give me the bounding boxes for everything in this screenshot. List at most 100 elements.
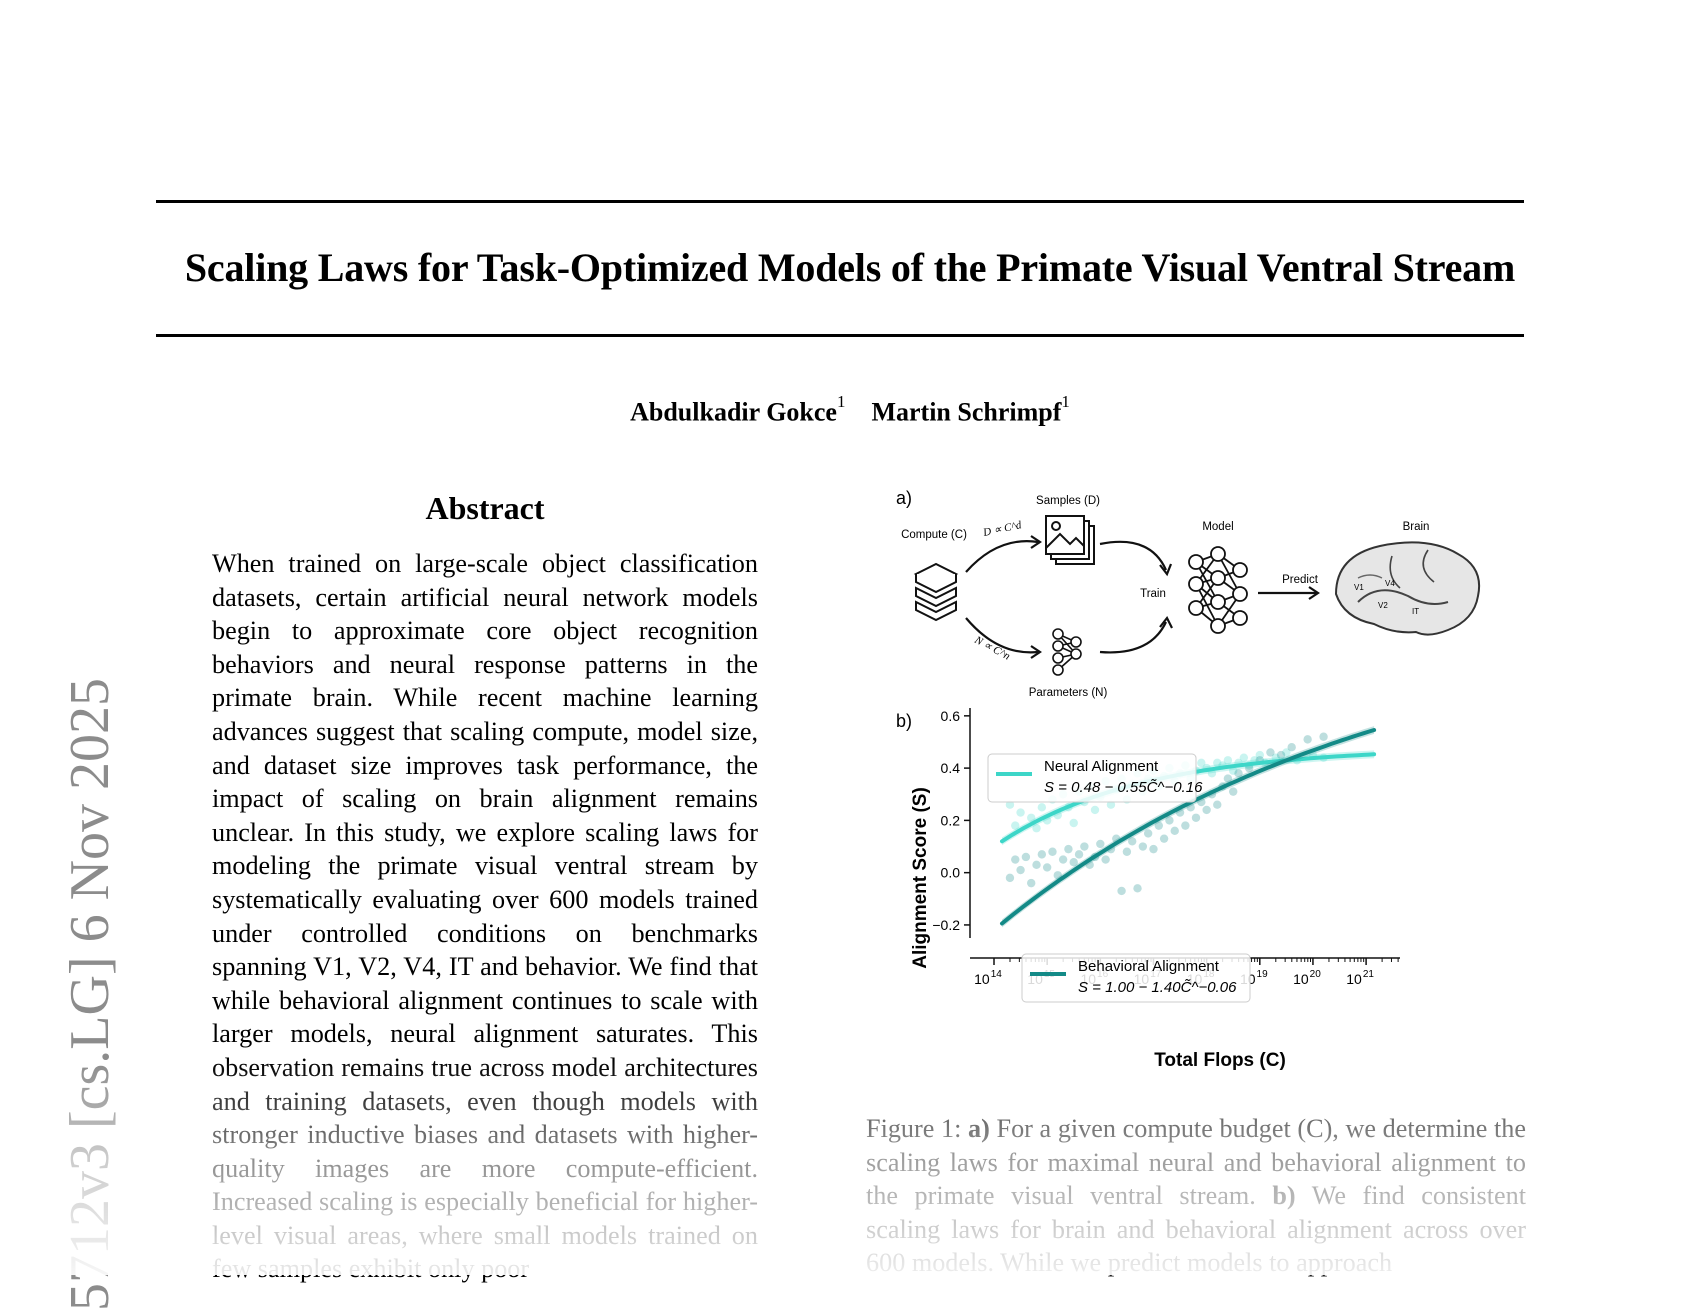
- x-tick-exponent: 21: [1363, 969, 1375, 980]
- behavioral-point: [1074, 850, 1084, 859]
- author-name: Abdulkadir Gokce: [630, 397, 837, 427]
- legend-behavioral-name: Behavioral Alignment: [1078, 958, 1220, 975]
- author-affiliation: 1: [836, 392, 846, 411]
- panel-label-a: a): [896, 488, 912, 508]
- abstract-text: When trained on large-scale object class…: [212, 549, 758, 1284]
- neural-network-icon: [1188, 546, 1248, 634]
- behavioral-point: [1021, 852, 1031, 862]
- behavioral-point: [1128, 837, 1137, 846]
- behavioral-point: [1213, 800, 1222, 809]
- params-label: Parameters (N): [1029, 687, 1108, 699]
- neural-point: [1282, 748, 1291, 757]
- behavioral-point: [1048, 847, 1057, 856]
- behavioral-point: [1069, 858, 1078, 867]
- behavioral-point: [1080, 842, 1089, 851]
- behavioral-point: [1096, 839, 1105, 849]
- y-tick-label: 0.4: [941, 760, 961, 776]
- behavioral-point: [1064, 844, 1073, 854]
- brain-area-it: IT: [1412, 607, 1419, 616]
- predict-label: Predict: [1282, 574, 1319, 586]
- neural-point: [1032, 824, 1041, 833]
- behavioral-point: [1101, 855, 1110, 864]
- behavioral-point: [1005, 873, 1015, 883]
- behavioral-point: [1202, 805, 1211, 815]
- neural-point: [1229, 766, 1238, 775]
- x-tick-label: 1020: [1293, 969, 1321, 987]
- neural-point: [1239, 753, 1249, 762]
- abstract-heading: Abstract: [425, 490, 545, 526]
- legend-neural-formula: S = 0.48 − 0.55C̃^−0.16: [1044, 779, 1203, 796]
- paper-title: Scaling Laws for Task-Optimized Models o…: [184, 245, 1516, 290]
- model-label: Model: [1202, 521, 1233, 533]
- caption-prefix: Figure 1:: [866, 1114, 969, 1143]
- behavioral-point: [1122, 847, 1132, 856]
- chart-axes: −0.20.00.20.40.6101410151016101710181019…: [932, 708, 1400, 987]
- arxiv-stamp: 5712v3 [cs.LG] 6 Nov 2025: [59, 677, 121, 1311]
- neural-point: [1069, 818, 1078, 828]
- behavioral-point: [1154, 821, 1163, 830]
- behavioral-point: [1032, 860, 1041, 870]
- behavioral-point: [1011, 855, 1020, 864]
- behavioral-point: [1223, 774, 1233, 783]
- behavioral-point: [1058, 855, 1068, 864]
- legend-behavioral: Behavioral Alignment S = 1.00 − 1.40C̃^−…: [1021, 953, 1251, 1003]
- behavioral-point: [1042, 863, 1052, 872]
- y-tick-label: −0.2: [932, 917, 960, 933]
- legend-behavioral-formula: S = 1.00 − 1.40C̃^−0.06: [1078, 979, 1237, 996]
- title-rule-bottom: [156, 334, 1524, 337]
- train-label: Train: [1140, 588, 1166, 600]
- behavioral-point: [1191, 813, 1201, 822]
- x-tick-exponent: 14: [991, 969, 1003, 980]
- behavioral-fit-line: [1000, 728, 1377, 926]
- behavioral-point: [1266, 748, 1275, 757]
- legend-neural: Neural Alignment S = 0.48 − 0.55C̃^−0.16: [987, 753, 1203, 803]
- behavioral-point: [1229, 787, 1238, 796]
- compute-label: Compute (C): [901, 529, 967, 541]
- behavioral-point: [1138, 842, 1148, 851]
- behavioral-point: [1133, 884, 1142, 893]
- behavioral-point: [1117, 886, 1126, 896]
- behavioral-point: [1149, 844, 1158, 854]
- y-tick-label: 0.0: [941, 865, 961, 881]
- panel-label-b: b): [896, 711, 912, 731]
- behavioral-point: [1165, 816, 1174, 825]
- y-axis-label: Alignment Score (S): [910, 787, 931, 969]
- author-name: Martin Schrimpf: [871, 397, 1062, 427]
- behavioral-point: [1143, 829, 1153, 838]
- neural-point: [1027, 813, 1036, 822]
- behavioral-point: [1303, 735, 1312, 744]
- y-tick-label: 0.6: [941, 708, 961, 724]
- server-stack-icon: [913, 562, 959, 622]
- brain-area-v2: V2: [1378, 601, 1388, 610]
- neural-point: [1106, 800, 1116, 809]
- behavioral-point: [1276, 750, 1286, 760]
- figure-1b-scaling-chart: b) −0.20.00.20.40.6101410151016101710181…: [896, 708, 1400, 1071]
- behavioral-point: [1181, 821, 1190, 830]
- x-tick-label: 1014: [974, 969, 1002, 987]
- x-tick-exponent: 19: [1257, 969, 1269, 980]
- neural-point: [1016, 808, 1025, 817]
- figure-caption: Figure 1: a) For a given compute budget …: [866, 1112, 1526, 1280]
- neural-point: [1223, 756, 1233, 765]
- behavioral-point: [1037, 850, 1047, 859]
- d-formula: D ∝ C^d: [981, 519, 1023, 539]
- x-tick-label: 1021: [1346, 969, 1374, 987]
- neural-point: [1255, 750, 1264, 760]
- brain-area-v4: V4: [1385, 579, 1395, 588]
- x-tick-exponent: 20: [1310, 969, 1322, 980]
- neural-point: [1005, 800, 1015, 809]
- behavioral-point: [1234, 769, 1243, 778]
- samples-label: Samples (D): [1036, 495, 1100, 507]
- caption-a-label: a): [968, 1114, 990, 1143]
- author-list: Abdulkadir Gokce1 Martin Schrimpf1: [0, 392, 1700, 428]
- neural-point: [1037, 803, 1047, 812]
- behavioral-point: [1016, 865, 1025, 875]
- image-stack-icon: [1045, 515, 1095, 565]
- neural-point: [1197, 758, 1206, 768]
- behavioral-point: [1170, 826, 1179, 836]
- brain-area-v1: V1: [1354, 583, 1364, 592]
- behavioral-point: [1287, 743, 1296, 752]
- x-axis-label: Total Flops (C): [1154, 1050, 1286, 1071]
- behavioral-point: [1159, 834, 1169, 843]
- brain-label: Brain: [1403, 521, 1430, 533]
